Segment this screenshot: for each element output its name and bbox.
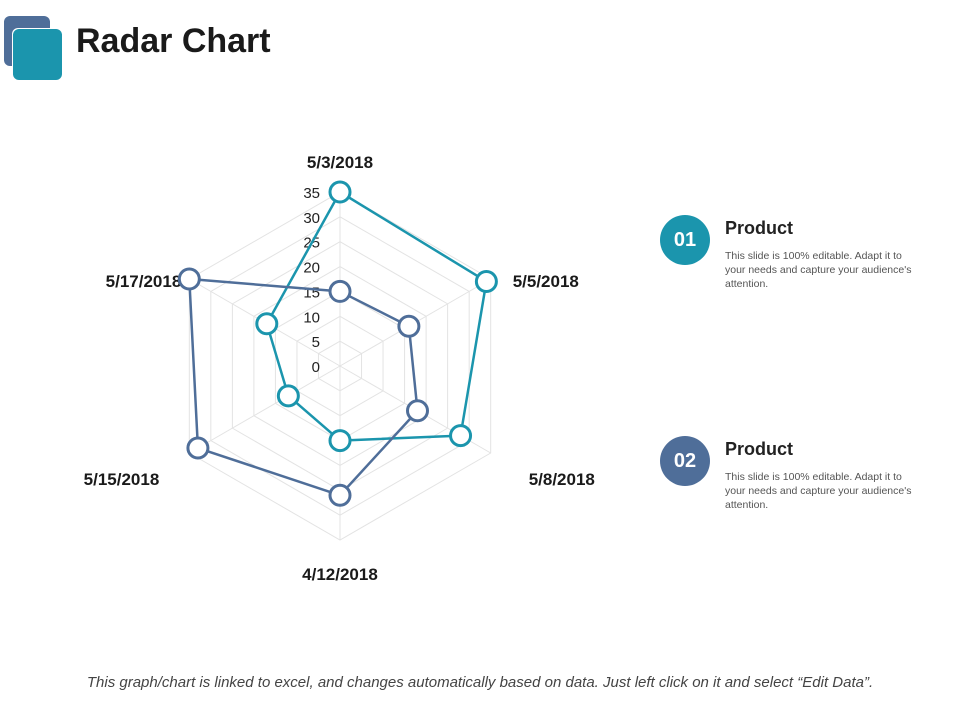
legend-item-1: 01 Product This slide is 100% editable. … <box>660 215 920 315</box>
radar-data-point-1 <box>474 269 498 293</box>
radar-data-point-1 <box>255 312 279 336</box>
radar-data-point-2 <box>397 314 421 338</box>
radar-data-point-1 <box>328 429 352 453</box>
radar-data-point-1 <box>328 180 352 204</box>
legend-title-1: Product <box>725 218 794 238</box>
legend-item-2: 02 Product This slide is 100% editable. … <box>660 436 920 536</box>
radar-data-point-2 <box>328 483 352 507</box>
radar-tick-label: 20 <box>303 260 320 277</box>
radar-category-label: 5/8/2018 <box>529 470 595 489</box>
radar-data-point-1 <box>449 424 473 448</box>
radar-tick-label: 0 <box>312 359 320 376</box>
radar-series-line-1 <box>265 190 488 442</box>
logo-front-square <box>13 29 62 80</box>
radar-category-label: 5/15/2018 <box>84 470 160 489</box>
radar-tick-label: 30 <box>303 210 320 227</box>
radar-data-point-1 <box>276 384 300 408</box>
radar-category-label: 4/12/2018 <box>302 565 378 584</box>
radar-axis-line <box>189 365 341 454</box>
radar-tick-label: 35 <box>303 185 320 202</box>
footnote: This graph/chart is linked to excel, and… <box>86 674 874 691</box>
radar-data-point-2 <box>405 399 429 423</box>
logo <box>0 0 70 90</box>
legend-badge-2: 02 <box>660 436 710 486</box>
legend-badge-1: 01 <box>660 215 710 265</box>
radar-category-label: 5/5/2018 <box>513 272 579 291</box>
legend-title-2: Product <box>725 439 794 459</box>
radar-tick-label: 10 <box>303 309 320 326</box>
legend-description-2: This slide is 100% editable. Adapt it to… <box>725 471 912 511</box>
radar-data-point-2 <box>177 267 201 291</box>
radar-category-label: 5/3/2018 <box>307 153 373 172</box>
radar-tick-label: 15 <box>303 284 320 301</box>
page-title: Radar Chart <box>76 22 271 60</box>
legend-description-1: This slide is 100% editable. Adapt it to… <box>725 250 912 290</box>
radar-tick-label: 5 <box>312 334 320 351</box>
radar-data-point-2 <box>186 436 210 460</box>
radar-category-label: 5/17/2018 <box>106 272 182 291</box>
radar-data-point-2 <box>328 279 352 303</box>
